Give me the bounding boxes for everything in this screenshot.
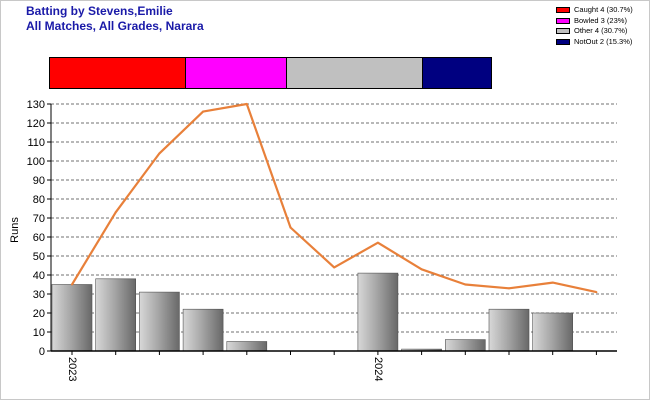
legend: Caught 4 (30.7%) Bowled 3 (23%) Other 4 … bbox=[556, 5, 633, 47]
y-tick-label: 90 bbox=[33, 175, 45, 187]
line-point bbox=[508, 287, 510, 290]
line-point bbox=[158, 152, 161, 155]
line-point bbox=[551, 281, 554, 284]
line-point bbox=[71, 283, 73, 286]
y-tick-label: 110 bbox=[27, 137, 45, 149]
y-axis-label: Runs bbox=[9, 217, 21, 243]
y-tick-label: 120 bbox=[27, 118, 45, 130]
legend-label-notout: NotOut 2 (15.3%) bbox=[574, 36, 633, 46]
x-tick-label: 2023 bbox=[66, 357, 78, 381]
bar bbox=[139, 291, 180, 352]
line-series bbox=[71, 102, 598, 294]
y-tick-label: 20 bbox=[33, 308, 45, 320]
legend-label-caught: Caught 4 (30.7%) bbox=[574, 5, 633, 14]
bar bbox=[357, 272, 399, 352]
x-tick-label: 2024 bbox=[372, 357, 384, 381]
legend-label-bowled: Bowled 3 (23%) bbox=[574, 15, 627, 25]
legend-swatch-bowled bbox=[556, 17, 570, 24]
y-tick-label: 0 bbox=[39, 346, 45, 358]
legend-swatch-notout bbox=[556, 38, 570, 45]
legend-item-caught: Caught 4 (30.7%) bbox=[556, 5, 633, 16]
stack-segment-caught bbox=[50, 58, 186, 88]
y-tick-label: 30 bbox=[33, 289, 45, 301]
bar bbox=[182, 308, 224, 352]
title-line-2: All Matches, All Grades, Narara bbox=[26, 19, 204, 33]
bar-series bbox=[51, 272, 574, 352]
legend-item-notout: NotOut 2 (15.3%) bbox=[556, 37, 633, 48]
line-point bbox=[595, 291, 598, 294]
line-point bbox=[464, 283, 467, 286]
legend-swatch-caught bbox=[556, 7, 570, 14]
line-point bbox=[376, 241, 379, 244]
legend-item-bowled: Bowled 3 (23%) bbox=[556, 16, 633, 27]
y-tick-label: 80 bbox=[33, 194, 45, 206]
line-point bbox=[114, 211, 117, 214]
y-tick-label: 70 bbox=[33, 213, 45, 225]
stack-segment-notout bbox=[423, 58, 491, 88]
bar bbox=[532, 312, 574, 352]
legend-swatch-other bbox=[556, 28, 570, 35]
line-point bbox=[289, 226, 292, 229]
axes: 0 10 20 30 40 50 60 70 80 90 100 110 120 130 2023 2024 bbox=[27, 99, 617, 381]
y-tick-label: 40 bbox=[33, 270, 45, 282]
line-point bbox=[420, 268, 423, 271]
y-tick-label: 50 bbox=[33, 251, 45, 263]
line-point bbox=[333, 266, 336, 269]
runs-line bbox=[71, 102, 597, 294]
grid-lines bbox=[51, 103, 617, 333]
chart-title: Batting by Stevens,Emilie All Matches, A… bbox=[26, 4, 204, 34]
y-tick-label: 10 bbox=[33, 327, 45, 339]
title-line-1: Batting by Stevens,Emilie bbox=[26, 4, 173, 18]
bar bbox=[51, 284, 93, 352]
line-point bbox=[245, 103, 248, 105]
y-tick-label: 100 bbox=[27, 156, 45, 168]
y-tick-label: 130 bbox=[27, 99, 45, 111]
stack-segment-other bbox=[287, 58, 424, 88]
legend-label-other: Other 4 (30.7%) bbox=[574, 26, 628, 35]
bar bbox=[226, 341, 268, 352]
bar bbox=[95, 278, 136, 352]
stack-segment-bowled bbox=[185, 58, 288, 88]
legend-item-other: Other 4 (30.7%) bbox=[556, 26, 633, 37]
bar bbox=[488, 308, 530, 352]
bar bbox=[444, 339, 486, 352]
line-point bbox=[202, 110, 205, 113]
y-tick-label: 60 bbox=[33, 232, 45, 244]
dismissal-stacked-bar bbox=[49, 57, 492, 89]
